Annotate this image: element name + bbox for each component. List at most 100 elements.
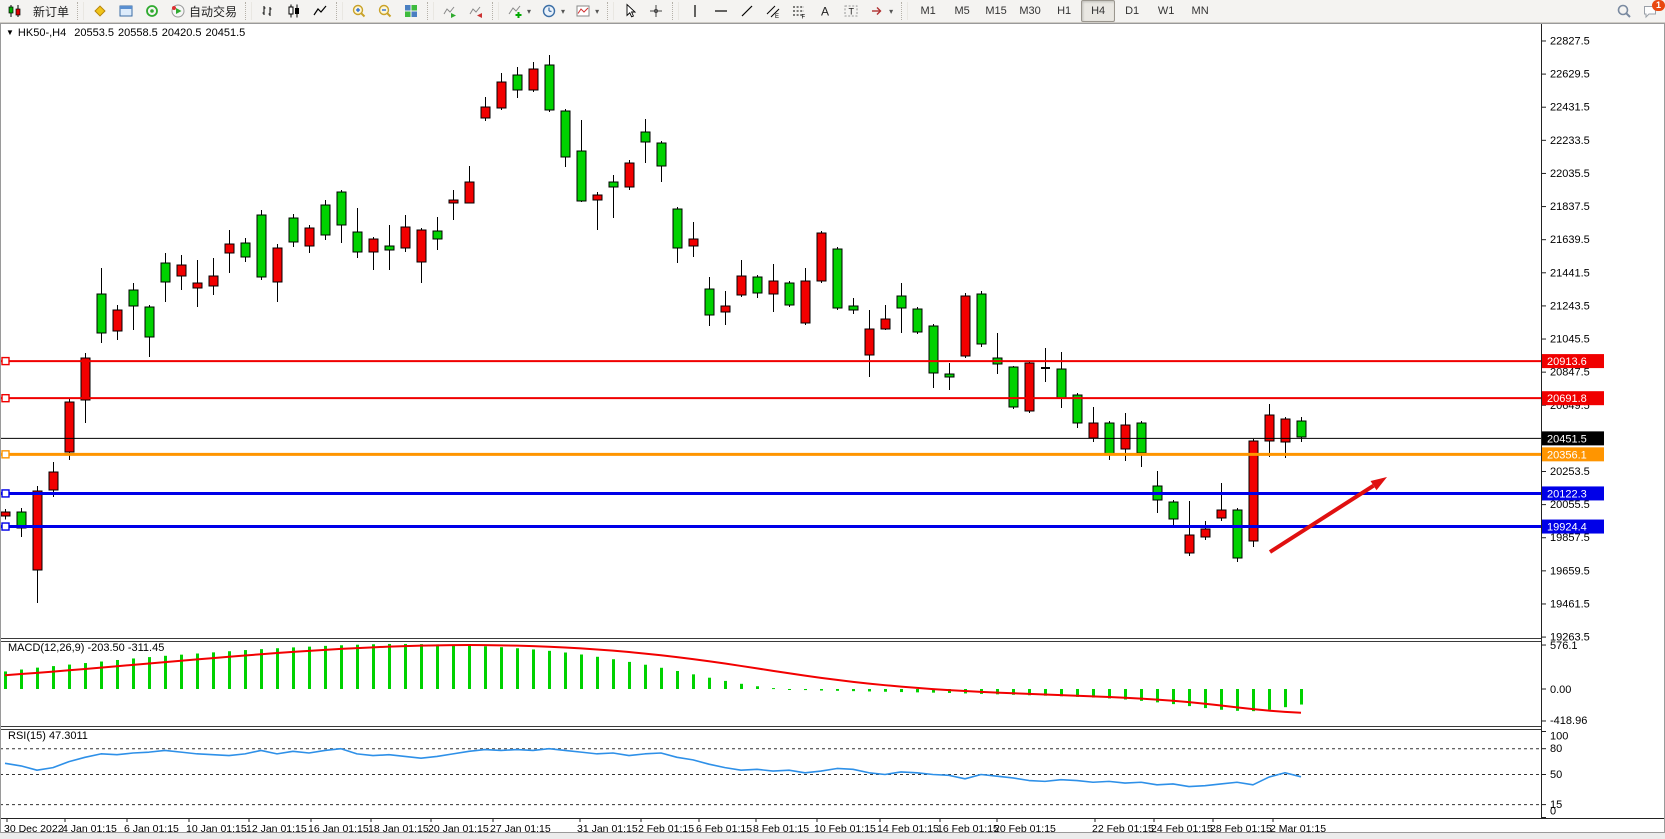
time-tick-label: 20 Feb 01:15 [994, 823, 1056, 835]
chart-shift-button[interactable] [463, 0, 489, 22]
candle [1008, 366, 1019, 410]
arrows-button[interactable]: ▾ [864, 0, 898, 22]
svg-text:E: E [775, 14, 779, 19]
macd-axis-label: 576.1 [1550, 640, 1578, 652]
candle-chart-button[interactable] [281, 0, 307, 22]
search-button[interactable] [1611, 0, 1637, 22]
timeframe-mn-button[interactable]: MN [1191, 5, 1209, 17]
macd-histogram-bar [1124, 689, 1127, 700]
templates-button[interactable]: ▾ [570, 0, 604, 22]
horizontal-line-object[interactable] [0, 450, 1541, 459]
navigator-button[interactable] [113, 0, 139, 22]
candle [1264, 404, 1275, 458]
trend-arrow-object[interactable] [1268, 477, 1387, 554]
auto-scroll-button[interactable] [437, 0, 463, 22]
zoom-in-button[interactable] [346, 0, 372, 22]
time-tick-label: 4 Jan 01:15 [62, 823, 117, 835]
market-watch-button[interactable] [87, 0, 113, 22]
macd-histogram-bar [260, 649, 263, 689]
new-order-button[interactable]: 新订单 [28, 0, 74, 22]
macd-histogram-bar [404, 643, 407, 689]
toolbar-separator [492, 2, 500, 20]
candle [400, 215, 411, 252]
macd-histogram-bar [772, 688, 775, 690]
macd-histogram-bar [52, 666, 55, 689]
timeframe-h4-button[interactable]: H4 [1081, 0, 1116, 22]
indicators-button[interactable]: ▾ [502, 0, 536, 22]
candle [288, 214, 299, 247]
horizontal-line-object[interactable] [0, 393, 1541, 403]
candle [1296, 417, 1307, 442]
candle [656, 140, 667, 183]
charts-button[interactable] [2, 0, 28, 22]
timeframe-m5-button[interactable]: M5 [954, 5, 970, 17]
notification-badge: 1 [1651, 0, 1665, 11]
macd-histogram-bar [740, 683, 743, 689]
hline-button[interactable] [708, 0, 734, 22]
macd-histogram-bar [372, 644, 375, 689]
ohlc-high: 20558.5 [117, 27, 158, 39]
macd-histogram-bar [292, 647, 295, 689]
line-chart-button[interactable] [307, 0, 333, 22]
bar-chart-button[interactable] [255, 0, 281, 22]
horizontal-line-object[interactable] [0, 489, 1541, 498]
candle [672, 206, 683, 264]
periods-button[interactable]: ▾ [536, 0, 570, 22]
rsi-line [4, 747, 1302, 788]
macd-histogram-bar [836, 689, 839, 691]
tile-windows-button[interactable] [398, 0, 424, 22]
toolbar-separator [77, 2, 85, 20]
shapes-icon [872, 7, 882, 15]
rsi-name: RSI(15) [8, 730, 46, 742]
vline-button[interactable] [682, 0, 708, 22]
notifications-button[interactable]: 1 [1637, 0, 1665, 22]
macd-histogram-bar [4, 671, 7, 689]
timeframe-m30-button[interactable]: M30 [1019, 5, 1041, 17]
horizontal-line-object[interactable] [0, 522, 1541, 531]
label-button[interactable]: T [838, 0, 864, 22]
time-tick-label: 31 Jan 01:15 [577, 823, 638, 835]
macd-histogram-bar [356, 644, 359, 689]
hline-icon [715, 10, 728, 12]
timeframe-m15-button[interactable]: M15 [985, 5, 1007, 17]
time-tick-label: 6 Jan 01:15 [124, 823, 179, 835]
timeframe-h1-button[interactable]: H1 [1057, 5, 1072, 17]
price-line-axis-label: 20356.1 [1542, 447, 1604, 462]
macd-histogram-bar [1092, 689, 1095, 698]
time-tick-label: 2 Mar 01:15 [1270, 823, 1326, 835]
cursor-button[interactable] [617, 0, 643, 22]
horizontal-line-object[interactable] [0, 356, 1541, 366]
fibonacci-button[interactable]: F [786, 0, 812, 22]
crosshair-button[interactable] [643, 0, 669, 22]
timeframe-m1-button[interactable]: M1 [920, 5, 936, 17]
trendline-button[interactable] [734, 0, 760, 22]
signals-button[interactable] [139, 0, 165, 22]
zoomin-icon [352, 4, 366, 18]
zoom-out-button[interactable] [372, 0, 398, 22]
macd-histogram-bar [420, 644, 423, 689]
time-tick-label: 24 Feb 01:15 [1151, 823, 1213, 835]
macd-histogram-bar [100, 661, 103, 689]
timeframe-w1-button[interactable]: W1 [1157, 5, 1175, 17]
text-button[interactable]: A [812, 0, 838, 22]
ohlc-open: 20553.5 [74, 27, 114, 39]
price-line-axis-label: 19924.4 [1542, 519, 1604, 534]
rsi-axis-label: 80 [1550, 743, 1562, 755]
candle [112, 304, 123, 340]
svg-text:20691.8: 20691.8 [1547, 393, 1587, 405]
autotrading-button[interactable]: 自动交易 [165, 0, 242, 22]
chartshift-icon [469, 6, 483, 18]
time-tick-label: 10 Jan 01:15 [186, 823, 247, 835]
macd-histogram-bar [628, 661, 631, 689]
macd-histogram-bar [276, 648, 279, 689]
channel-button[interactable]: E [760, 0, 786, 22]
timeframe-d1-button[interactable]: D1 [1125, 5, 1140, 17]
candle [192, 259, 203, 307]
candle [592, 191, 603, 231]
rsi-axis-label: 50 [1550, 769, 1562, 781]
collapse-icon[interactable]: ▼ [6, 28, 14, 37]
main-price-pane [0, 54, 1307, 604]
price-tick-label: 22827.5 [1550, 35, 1590, 47]
macd-histogram-bar [500, 647, 503, 689]
